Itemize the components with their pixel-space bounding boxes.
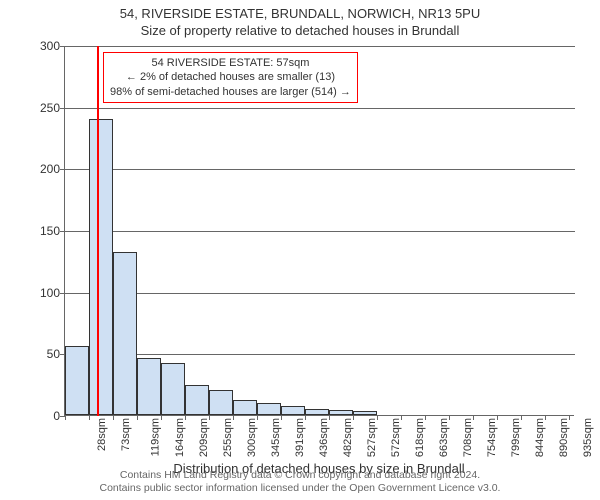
gridline — [65, 108, 575, 109]
gridline — [65, 169, 575, 170]
chart-container: 54, RIVERSIDE ESTATE, BRUNDALL, NORWICH,… — [0, 0, 600, 500]
ytick-label: 50 — [20, 347, 60, 361]
histogram-bar — [329, 410, 353, 415]
annotation-line: 54 RIVERSIDE ESTATE: 57sqm — [110, 56, 351, 70]
histogram-bar — [89, 119, 113, 415]
xtick-mark — [521, 415, 522, 420]
histogram-bar — [185, 385, 209, 415]
plot-region: 28sqm73sqm119sqm164sqm209sqm255sqm300sqm… — [64, 46, 574, 416]
histogram-bar — [65, 346, 89, 415]
ytick-mark — [60, 293, 65, 294]
histogram-bar — [209, 390, 233, 415]
histogram-bar — [113, 252, 137, 415]
histogram-bar — [161, 363, 185, 415]
xtick-label: 799sqm — [510, 418, 522, 457]
annotation-line: ← 2% of detached houses are smaller (13) — [110, 70, 351, 84]
histogram-bar — [137, 358, 161, 415]
xtick-label: 527sqm — [366, 418, 378, 457]
property-marker-line — [97, 46, 99, 416]
chart-area: Number of detached properties 28sqm73sqm… — [64, 46, 574, 416]
histogram-bar — [257, 403, 281, 415]
xtick-mark — [233, 415, 234, 420]
xtick-label: 209sqm — [198, 418, 210, 457]
copyright-notice: Contains HM Land Registry data © Crown c… — [0, 469, 600, 496]
xtick-mark — [209, 415, 210, 420]
histogram-bar — [353, 411, 377, 415]
xtick-label: 164sqm — [174, 418, 186, 457]
ytick-label: 100 — [20, 286, 60, 300]
xtick-mark — [545, 415, 546, 420]
xtick-label: 119sqm — [149, 418, 161, 456]
xtick-mark — [113, 415, 114, 420]
ytick-label: 250 — [20, 101, 60, 115]
xtick-label: 391sqm — [294, 418, 306, 457]
xtick-mark — [377, 415, 378, 420]
xtick-mark — [185, 415, 186, 420]
xtick-mark — [281, 415, 282, 420]
ytick-label: 200 — [20, 162, 60, 176]
ytick-label: 300 — [20, 39, 60, 53]
xtick-label: 255sqm — [222, 418, 234, 457]
xtick-mark — [257, 415, 258, 420]
xtick-mark — [329, 415, 330, 420]
gridline — [65, 231, 575, 232]
xtick-mark — [425, 415, 426, 420]
chart-title-sub: Size of property relative to detached ho… — [0, 21, 600, 38]
xtick-mark — [353, 415, 354, 420]
xtick-mark — [497, 415, 498, 420]
xtick-mark — [449, 415, 450, 420]
xtick-label: 844sqm — [534, 418, 546, 457]
chart-title-main: 54, RIVERSIDE ESTATE, BRUNDALL, NORWICH,… — [0, 0, 600, 21]
xtick-mark — [161, 415, 162, 420]
xtick-label: 345sqm — [270, 418, 282, 457]
histogram-bar — [233, 400, 257, 415]
xtick-label: 618sqm — [414, 418, 426, 457]
xtick-label: 754sqm — [486, 418, 498, 457]
histogram-bar — [281, 406, 305, 415]
ytick-mark — [60, 46, 65, 47]
xtick-mark — [473, 415, 474, 420]
xtick-label: 28sqm — [96, 418, 108, 451]
ytick-mark — [60, 169, 65, 170]
xtick-mark — [89, 415, 90, 420]
xtick-label: 708sqm — [462, 418, 474, 457]
gridline — [65, 46, 575, 47]
xtick-label: 300sqm — [246, 418, 258, 457]
xtick-label: 663sqm — [438, 418, 450, 457]
ytick-label: 0 — [20, 409, 60, 423]
xtick-mark — [401, 415, 402, 420]
copyright-line-1: Contains HM Land Registry data © Crown c… — [0, 469, 600, 483]
histogram-bar — [305, 409, 329, 415]
xtick-mark — [305, 415, 306, 420]
xtick-mark — [65, 415, 66, 420]
xtick-mark — [569, 415, 570, 420]
annotation-box: 54 RIVERSIDE ESTATE: 57sqm← 2% of detach… — [103, 52, 358, 103]
copyright-line-2: Contains public sector information licen… — [0, 482, 600, 496]
ytick-mark — [60, 108, 65, 109]
xtick-label: 73sqm — [120, 418, 132, 451]
ytick-label: 150 — [20, 224, 60, 238]
xtick-label: 572sqm — [390, 418, 402, 457]
gridline — [65, 293, 575, 294]
xtick-label: 482sqm — [342, 418, 354, 457]
xtick-mark — [137, 415, 138, 420]
ytick-mark — [60, 231, 65, 232]
annotation-line: 98% of semi-detached houses are larger (… — [110, 85, 351, 99]
gridline — [65, 354, 575, 355]
xtick-label: 890sqm — [558, 418, 570, 457]
xtick-label: 935sqm — [582, 418, 594, 457]
xtick-label: 436sqm — [318, 418, 330, 457]
